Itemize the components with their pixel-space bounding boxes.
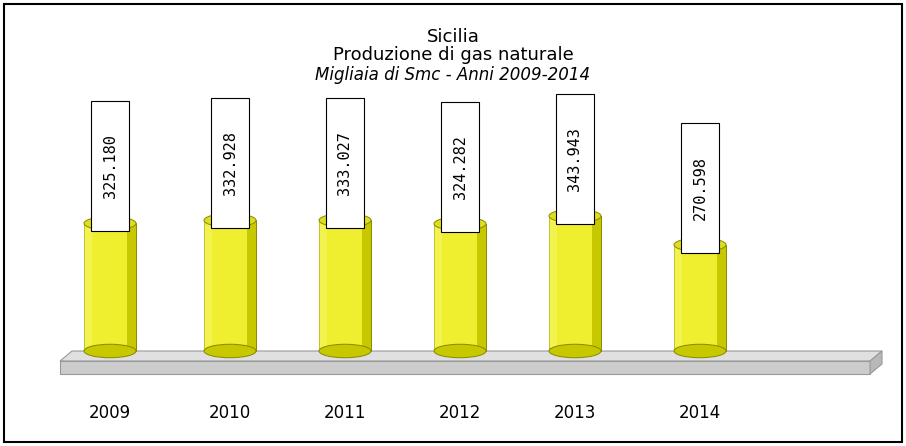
Ellipse shape [549,344,601,358]
Text: 2013: 2013 [554,404,596,422]
Bar [592,216,601,351]
Bar [549,216,601,351]
Bar [441,102,479,232]
Polygon shape [870,351,882,374]
Bar [717,245,726,351]
Ellipse shape [434,344,486,358]
Bar [84,223,92,351]
Bar [319,220,371,351]
Text: 2012: 2012 [439,404,481,422]
Text: 2014: 2014 [679,404,721,422]
Bar [434,224,442,351]
Ellipse shape [674,238,726,252]
Ellipse shape [84,217,136,230]
Bar [319,220,327,351]
Bar [477,224,486,351]
Bar [204,220,212,351]
Text: 325.180: 325.180 [102,134,118,198]
Ellipse shape [204,214,256,227]
Text: 332.928: 332.928 [223,132,237,195]
Ellipse shape [319,214,371,227]
Text: 2009: 2009 [89,404,131,422]
Ellipse shape [319,344,371,358]
Bar [246,220,256,351]
Bar [681,123,719,253]
Bar [361,220,371,351]
Text: Migliaia di Smc - Anni 2009-2014: Migliaia di Smc - Anni 2009-2014 [315,66,591,84]
Bar [674,245,726,351]
Bar [549,216,557,351]
Text: 270.598: 270.598 [692,156,708,220]
Text: Produzione di gas naturale: Produzione di gas naturale [333,46,573,64]
Bar [556,94,594,224]
Bar [204,220,256,351]
Polygon shape [60,351,882,361]
Bar [84,223,136,351]
Ellipse shape [674,344,726,358]
Bar [91,101,129,231]
Bar [211,98,249,228]
Text: 333.027: 333.027 [338,132,352,195]
Text: 343.943: 343.943 [567,127,583,191]
Text: 2010: 2010 [209,404,251,422]
Bar [127,223,136,351]
Ellipse shape [204,344,256,358]
Bar [434,224,486,351]
Bar [60,361,870,374]
Ellipse shape [434,217,486,231]
Text: 2011: 2011 [323,404,366,422]
Text: 324.282: 324.282 [452,135,467,198]
Bar [326,98,364,228]
Text: Sicilia: Sicilia [427,28,479,46]
Ellipse shape [84,344,136,358]
Ellipse shape [549,209,601,223]
Bar [674,245,682,351]
